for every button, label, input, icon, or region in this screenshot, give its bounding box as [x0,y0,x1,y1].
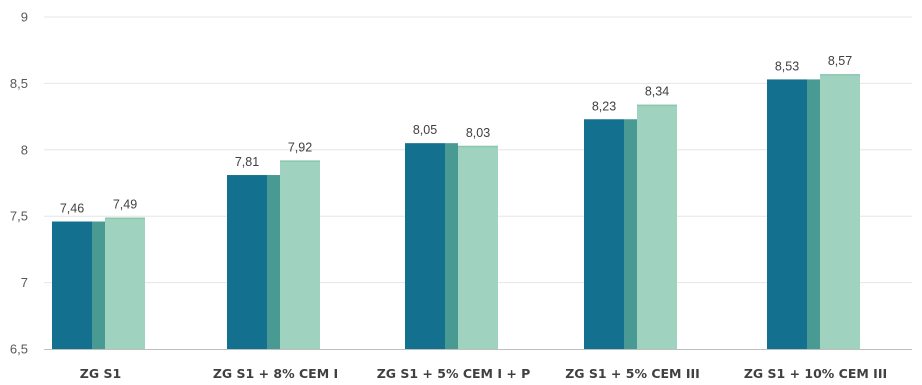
y-axis-tick-labels: 6,5 7 7,5 8 8,5 9 [10,10,28,357]
bar-side [92,221,105,349]
bar-side [445,143,458,349]
data-label: 8,03 [466,126,490,140]
x-category-label: ZG S1 + 8% CEM I [213,366,338,381]
data-label: 7,46 [60,202,84,216]
x-category-label: ZG S1 + 5% CEM III [565,366,700,381]
y-tick-label: 8 [21,142,28,157]
bar [584,119,624,349]
bar [405,143,445,349]
bar-side [267,175,280,349]
x-category-label: ZG S1 + 5% CEM I + P [377,366,531,381]
bar [820,74,860,349]
bar [637,104,677,349]
bar [105,217,145,349]
bars [52,74,860,349]
data-label: 8,05 [413,123,437,137]
bar [458,145,498,349]
bar [280,160,320,349]
bar-top-edge [820,74,860,76]
bar-top-edge [637,104,677,107]
x-axis-category-labels: ZG S1 ZG S1 + 8% CEM I ZG S1 + 5% CEM I + … [80,366,887,381]
y-tick-label: 7,5 [10,209,28,224]
data-labels: 7,46 7,49 7,81 7,92 8,05 8,03 8,23 8,34 8,53 8,57 [60,54,852,215]
x-category-label: ZG S1 + 10% CEM III [744,366,887,381]
data-label: 8,34 [645,85,669,99]
bar-top-edge [280,160,320,162]
data-label: 8,57 [828,54,852,68]
data-label: 8,23 [592,99,616,113]
bar [52,221,92,349]
x-category-label: ZG S1 [80,366,121,381]
y-tick-label: 7 [21,275,28,290]
data-label: 7,92 [288,140,312,154]
bar [767,79,807,349]
bar-side [624,119,637,349]
data-label: 7,81 [235,155,259,169]
bar-side [807,79,820,349]
bar [227,175,267,349]
y-tick-label: 6,5 [10,342,28,357]
y-tick-label: 8,5 [10,76,28,91]
data-label: 7,49 [113,198,137,212]
bar-top-edge [105,217,145,220]
data-label: 8,53 [775,59,799,73]
bar-top-edge [458,145,498,148]
y-tick-label: 9 [21,10,28,25]
